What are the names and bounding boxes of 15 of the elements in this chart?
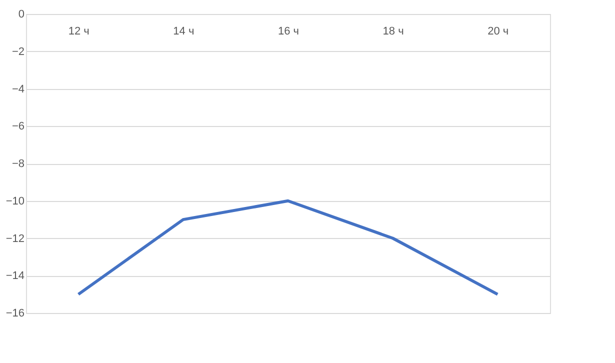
y-tick-label: −10 [6, 195, 24, 208]
y-tick-label: −2 [12, 46, 24, 58]
y-tick-label: −8 [12, 158, 24, 170]
x-tick-label: 14 ч [173, 26, 194, 38]
y-tick-label: 0 [18, 8, 24, 20]
x-tick-label: 16 ч [278, 26, 300, 38]
y-tick-label: −16 [6, 308, 24, 320]
y-tick-label: −14 [6, 270, 24, 282]
y-tick-label: −4 [12, 83, 24, 96]
line-series [76, 199, 500, 296]
y-tick-label: −12 [6, 232, 24, 245]
x-tick-label: 18 ч [382, 26, 404, 38]
y-tick-label: −6 [12, 120, 24, 133]
x-tick-label: 12 ч [68, 26, 90, 38]
x-tick-label: 20 ч [488, 26, 509, 38]
